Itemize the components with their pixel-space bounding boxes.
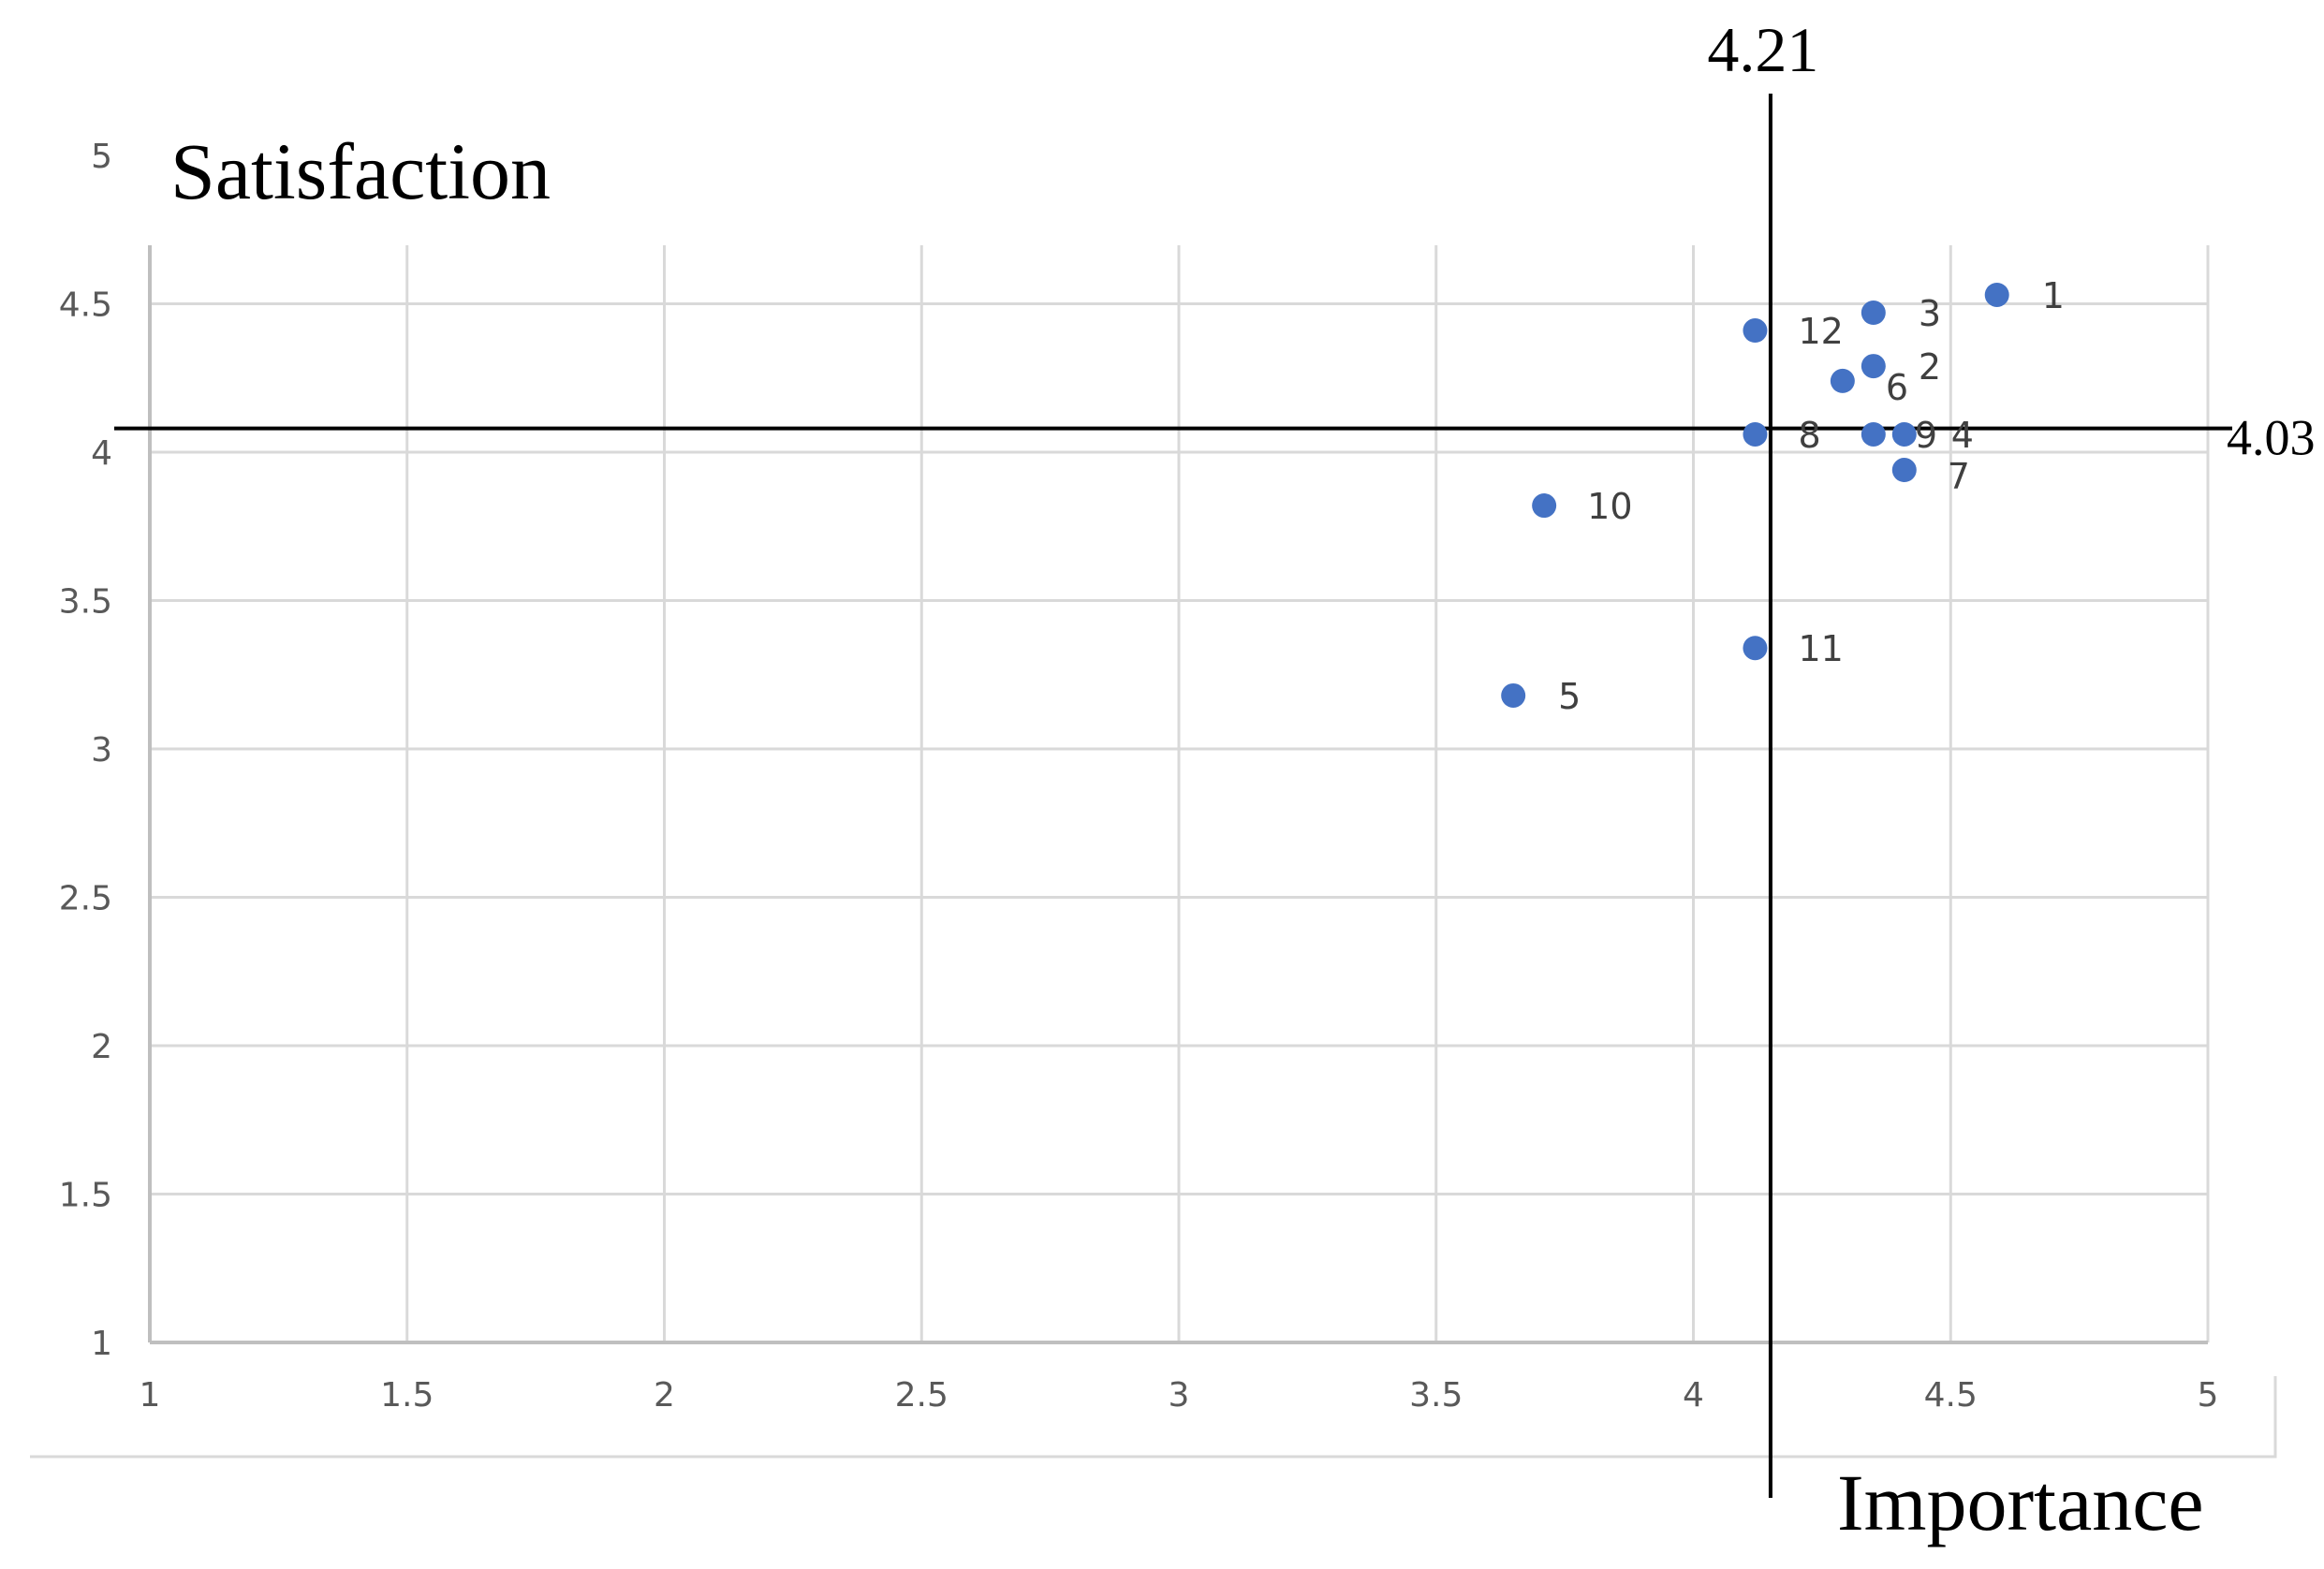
y-axis-title: Satisfaction: [170, 126, 551, 216]
data-label-2: 2: [1919, 346, 1941, 388]
data-point-3: [1861, 301, 1886, 326]
chart-frame: [30, 1376, 2277, 1459]
x-tick-labels: 1 1.5 2 2.5 3 3.5 4 4.5 5: [140, 1376, 2219, 1415]
data-label-1: 1: [2042, 275, 2065, 316]
x-tick-label: 4: [1683, 1376, 1704, 1415]
data-point-9: [1861, 421, 1886, 447]
importance-mean-label: 4.21: [1707, 14, 1818, 85]
data-label-7: 7: [1948, 456, 1970, 497]
data-label-10: 10: [1587, 486, 1632, 527]
y-tick-label: 4.5: [59, 286, 112, 325]
y-tick-label: 3: [91, 731, 112, 770]
data-label-4: 4: [1951, 415, 1974, 456]
x-tick-label: 4.5: [1924, 1376, 1978, 1415]
data-label-11: 11: [1798, 628, 1843, 669]
x-tick-label: 1: [140, 1376, 161, 1415]
data-label-8: 8: [1798, 415, 1820, 456]
data-point-6: [1830, 368, 1855, 393]
data-points: [1501, 282, 2009, 708]
x-tick-label: 2.5: [895, 1376, 949, 1415]
data-point-2: [1861, 354, 1886, 379]
x-tick-label: 5: [2198, 1376, 2219, 1415]
data-point-12: [1743, 318, 1768, 344]
data-point-4: [1891, 421, 1917, 447]
data-label-5: 5: [1558, 676, 1581, 717]
data-label-12: 12: [1798, 311, 1843, 352]
data-label-9: 9: [1915, 415, 1937, 456]
data-label-3: 3: [1919, 293, 1941, 334]
x-axis-title: Importance: [1837, 1458, 2204, 1547]
satisfaction-mean-label: 4.03: [2227, 410, 2316, 466]
x-tick-label: 3: [1169, 1376, 1190, 1415]
y-tick-label: 5: [91, 138, 112, 176]
data-label-6: 6: [1886, 367, 1908, 408]
x-tick-label: 2: [654, 1376, 675, 1415]
y-tick-label: 4: [91, 434, 112, 473]
y-tick-label: 1: [91, 1325, 112, 1363]
data-point-5: [1501, 682, 1526, 708]
data-point-11: [1743, 636, 1768, 661]
chart-area-border: [30, 1376, 2277, 1459]
x-tick-label: 1.5: [380, 1376, 434, 1415]
data-point-8: [1743, 421, 1768, 447]
y-tick-label: 2.5: [59, 880, 112, 918]
y-tick-labels: 1 1.5 2 2.5 3 3.5 4 4.5 5: [59, 138, 112, 1363]
data-point-7: [1891, 458, 1917, 483]
data-point-1: [1984, 282, 2009, 307]
y-tick-label: 3.5: [59, 583, 112, 622]
x-tick-label: 3.5: [1409, 1376, 1463, 1415]
y-tick-label: 1.5: [59, 1177, 112, 1215]
data-point-10: [1532, 493, 1557, 519]
y-tick-label: 2: [91, 1028, 112, 1066]
grid: [148, 245, 2210, 1342]
mean-reference-lines: 4.21 4.03: [114, 14, 2316, 1498]
